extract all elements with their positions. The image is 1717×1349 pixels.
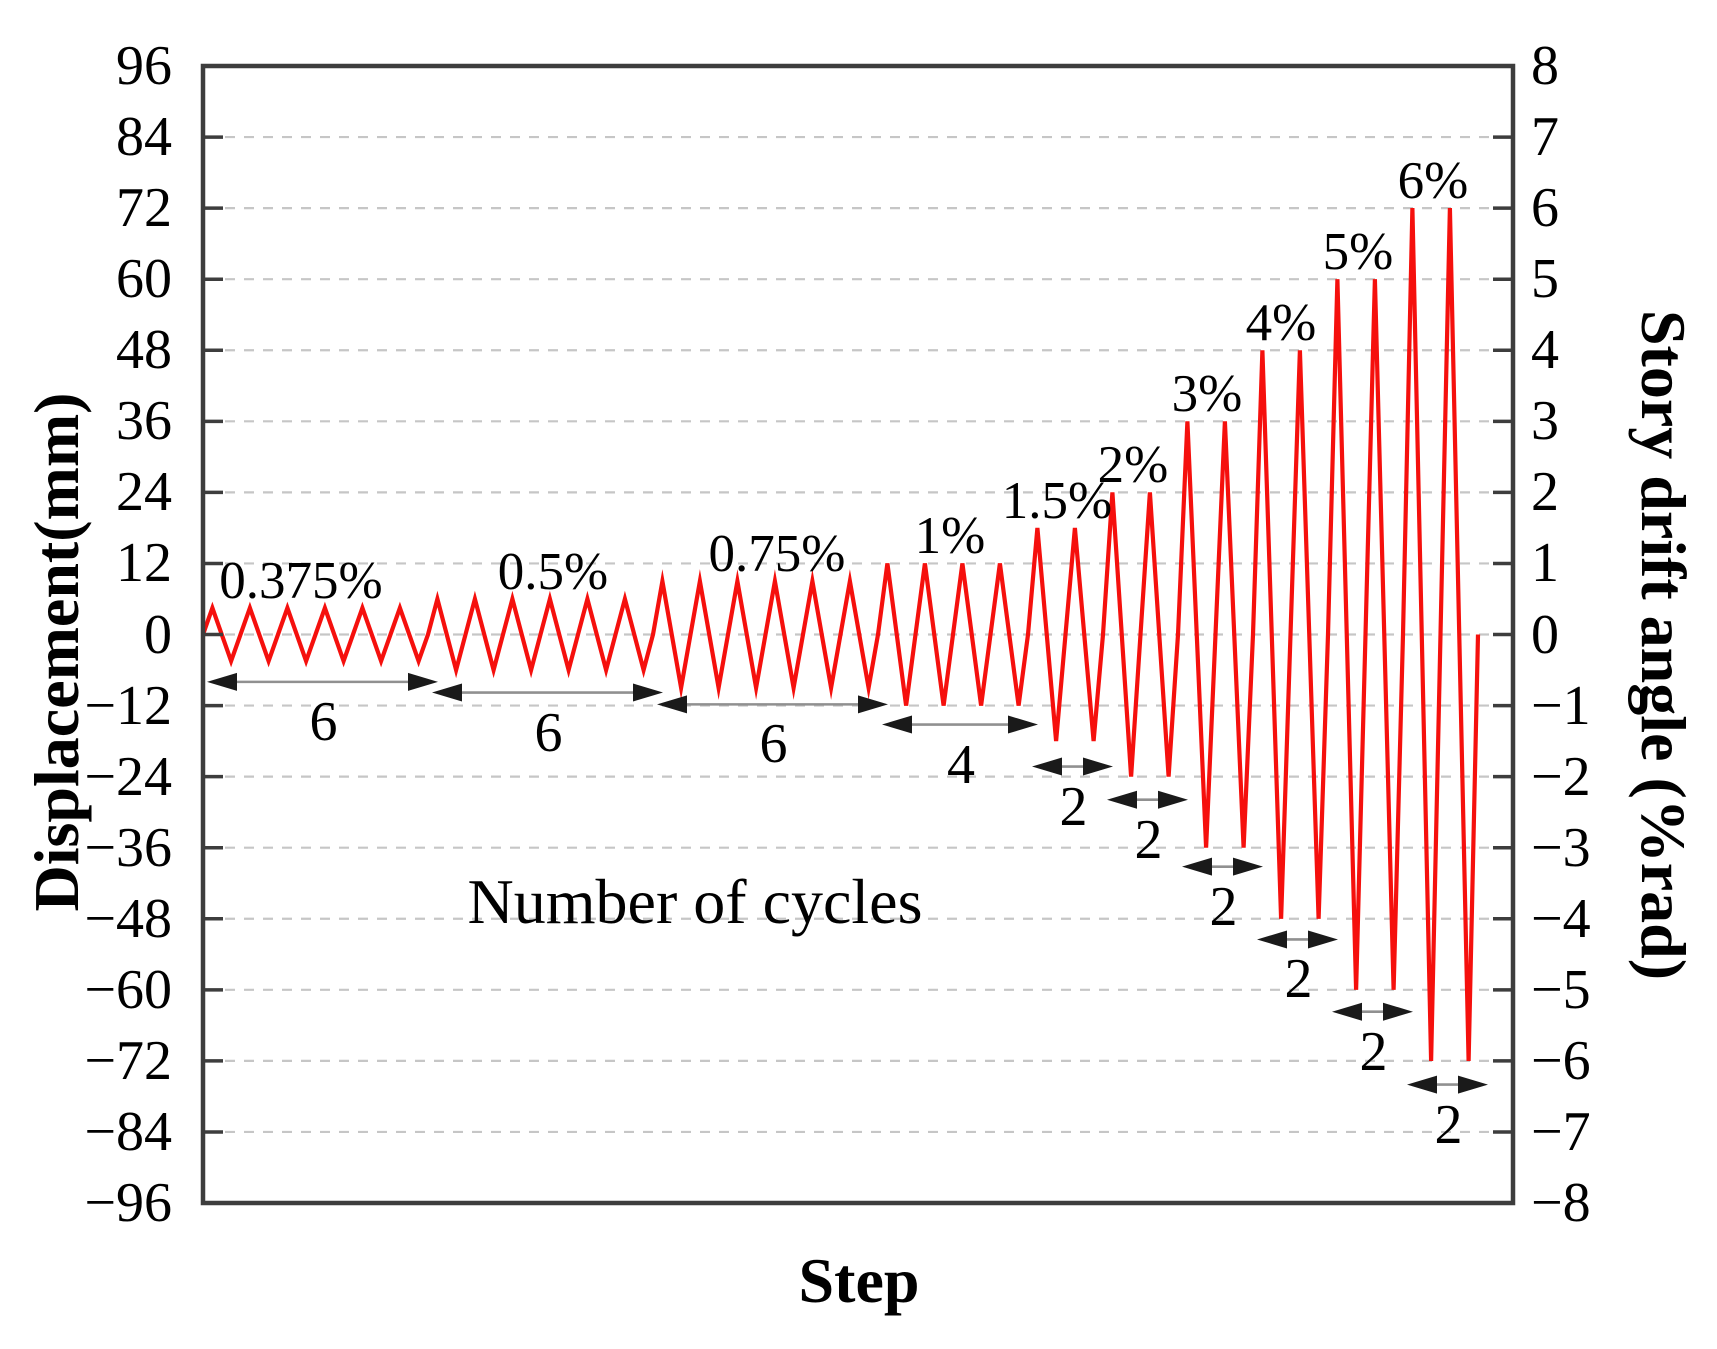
right-axis-tick-label: −6 xyxy=(1531,1029,1591,1092)
right-axis-tick-label: 7 xyxy=(1531,106,1559,169)
drift-label: 0.5% xyxy=(497,542,609,601)
cycle-arrow-head-left xyxy=(1407,1075,1437,1094)
cycle-arrow-head-left xyxy=(657,695,687,714)
cycle-arrow-head-right xyxy=(858,695,888,714)
right-axis-tick-label: 1 xyxy=(1531,532,1559,595)
drift-label: 5% xyxy=(1322,223,1394,282)
cycle-arrow-head-left xyxy=(432,683,462,702)
right-axis-tick-label: 8 xyxy=(1531,35,1559,97)
right-axis-tick-label: 5 xyxy=(1531,248,1559,311)
cycle-count-label: 2 xyxy=(1134,808,1163,871)
cycle-count-label: 2 xyxy=(1284,948,1313,1011)
cycle-count-label: 2 xyxy=(1059,775,1088,838)
drift-label: 3% xyxy=(1171,365,1243,424)
cycle-arrow-head-right xyxy=(1233,857,1263,876)
cycle-arrow-head-left xyxy=(1032,757,1062,776)
drift-label: 2% xyxy=(1097,436,1169,495)
cycle-arrow-head-left xyxy=(1107,790,1137,809)
cycle-arrow-head-left xyxy=(882,715,912,734)
cycle-arrow-head-right xyxy=(1083,757,1113,776)
left-axis-tick-label: −96 xyxy=(84,1172,172,1234)
right-axis-tick-label: 4 xyxy=(1531,319,1559,382)
cycle-arrow-head-right xyxy=(1008,715,1038,734)
drift-label: 0.75% xyxy=(708,525,846,584)
drift-label: 1.5% xyxy=(1001,471,1113,530)
left-axis-tick-label: 84 xyxy=(116,106,172,169)
right-axis-tick-label: −3 xyxy=(1531,816,1591,879)
drift-label: 1% xyxy=(914,507,986,566)
cycle-arrow-head-left xyxy=(1257,930,1287,949)
right-axis-tick-label: −7 xyxy=(1531,1100,1591,1163)
cycle-arrow-head-right xyxy=(1458,1075,1488,1094)
left-axis-tick-label: 12 xyxy=(116,532,172,595)
right-axis-tick-label: 0 xyxy=(1531,603,1559,666)
drift-label: 0.375% xyxy=(219,551,383,610)
cycle-arrow-head-left xyxy=(1332,1002,1362,1021)
cycle-count-label: 2 xyxy=(1359,1020,1388,1083)
cycle-count-label: 6 xyxy=(759,713,788,776)
left-axis-tick-label: 60 xyxy=(116,248,172,311)
cycle-arrow-head-right xyxy=(1383,1002,1413,1021)
cycle-count-label: 6 xyxy=(534,701,563,764)
cycle-arrow-head-right xyxy=(1308,930,1338,949)
left-axis-tick-label: 0 xyxy=(144,603,172,666)
cycle-count-label: 6 xyxy=(309,690,338,753)
left-axis-tick-label: 36 xyxy=(116,390,172,453)
left-axis-tick-label: −48 xyxy=(84,887,172,950)
right-axis-tick-label: −5 xyxy=(1531,958,1591,1021)
x-axis-title: Step xyxy=(798,1245,920,1316)
cycle-count-label: 2 xyxy=(1209,875,1238,938)
right-axis-tick-label: 3 xyxy=(1531,390,1559,453)
cycle-arrow-head-left xyxy=(1182,857,1212,876)
left-axis-tick-label: 48 xyxy=(116,319,172,382)
right-axis-title: Story drift angle (%rad) xyxy=(1628,309,1699,981)
drift-label: 4% xyxy=(1245,294,1317,353)
left-axis-tick-label: −36 xyxy=(84,816,172,879)
cycle-count-label: 2 xyxy=(1434,1093,1463,1156)
right-axis-tick-label: −1 xyxy=(1531,674,1591,737)
right-axis-tick-label: 6 xyxy=(1531,177,1559,240)
cycle-arrow-head-left xyxy=(207,672,237,691)
cycle-arrow-head-right xyxy=(633,683,663,702)
left-axis-tick-label: 24 xyxy=(116,461,172,524)
cycle-arrow-head-right xyxy=(1158,790,1188,809)
left-axis-tick-label: −60 xyxy=(84,958,172,1021)
left-axis-title: Displacement(mm) xyxy=(21,392,92,912)
drift-label: 6% xyxy=(1397,152,1469,211)
number-of-cycles-annotation: Number of cycles xyxy=(467,866,923,937)
left-axis-tick-label: −12 xyxy=(84,674,172,737)
left-axis-tick-label: −24 xyxy=(84,745,172,808)
left-axis-tick-label: −84 xyxy=(84,1100,172,1163)
loading-protocol-line xyxy=(201,208,1481,1061)
left-axis-tick-label: 72 xyxy=(116,177,172,240)
left-axis-tick-label: 96 xyxy=(116,35,172,97)
right-axis-tick-label: −4 xyxy=(1531,887,1591,950)
cycle-arrow-head-right xyxy=(408,672,438,691)
right-axis-tick-label: −8 xyxy=(1531,1172,1591,1234)
right-axis-tick-label: −2 xyxy=(1531,745,1591,808)
left-axis-tick-label: −72 xyxy=(84,1029,172,1092)
right-axis-tick-label: 2 xyxy=(1531,461,1559,524)
cycle-count-label: 4 xyxy=(947,733,975,796)
